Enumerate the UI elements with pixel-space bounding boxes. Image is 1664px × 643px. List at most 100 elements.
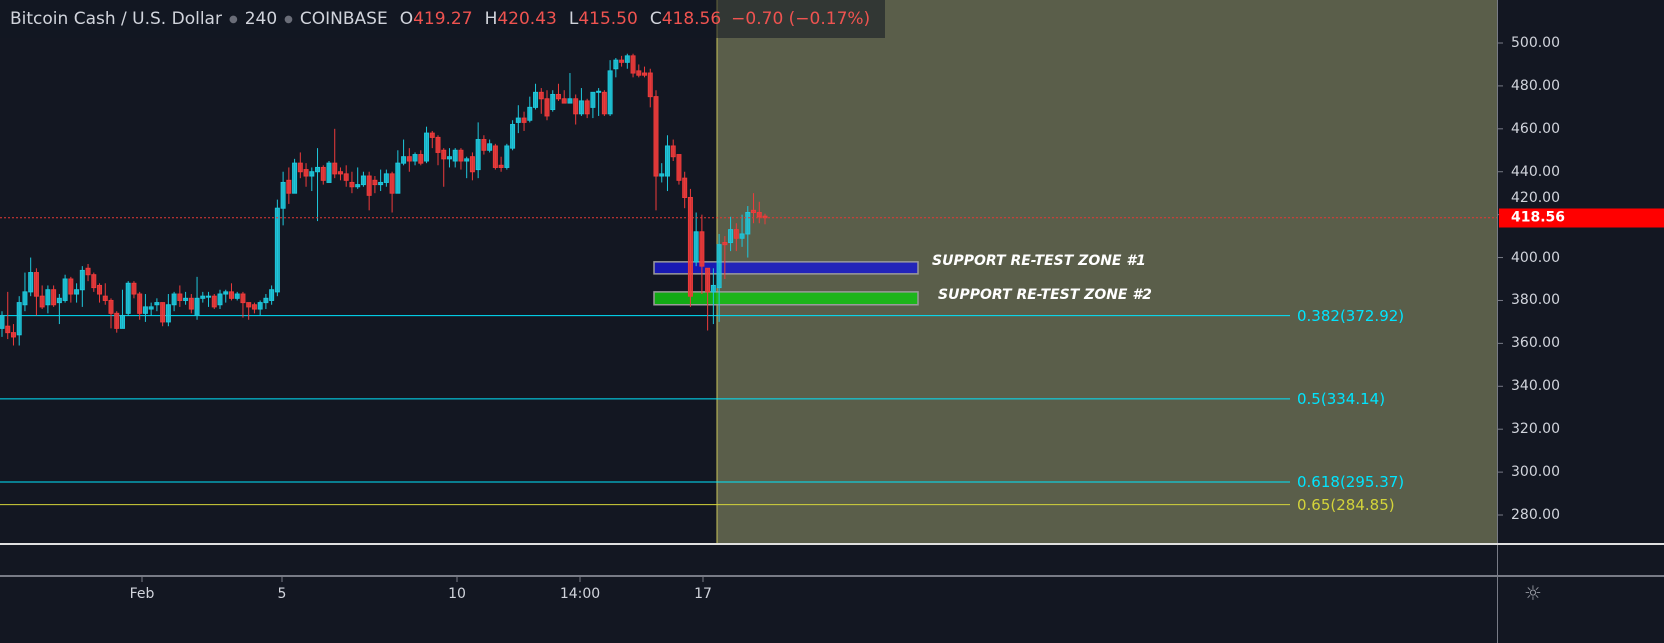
candle (687, 188, 693, 307)
candle-body (624, 55, 630, 63)
candle-body (716, 244, 722, 289)
candle (561, 90, 567, 104)
candle (137, 291, 143, 320)
candle (481, 135, 487, 155)
candle-body (429, 132, 435, 138)
candle (676, 154, 682, 185)
candle (739, 214, 745, 247)
time-tick-label: 17 (694, 586, 712, 602)
close-value: 418.56 (661, 9, 722, 29)
candle (183, 291, 189, 305)
zone-2-label[interactable]: SUPPORT RE-TEST ZONE #2 (938, 287, 1152, 303)
candle (309, 167, 315, 192)
candle-body (108, 299, 114, 314)
high-key: H (484, 9, 498, 29)
candle (515, 105, 521, 134)
candle (5, 291, 11, 340)
candle (33, 268, 39, 316)
candle (492, 143, 498, 170)
candle-body (154, 302, 160, 306)
candle-body (567, 98, 573, 104)
candle-body (527, 106, 533, 121)
candle-body (510, 124, 516, 149)
price-tick-label: 460.00 (1511, 120, 1560, 137)
candle (22, 272, 28, 312)
candle-body (183, 297, 189, 301)
candle-body (745, 211, 751, 235)
candle-body (280, 181, 286, 209)
support-zone-rect[interactable] (653, 291, 919, 306)
candle (682, 171, 688, 209)
candle-body (171, 293, 177, 306)
candle (16, 296, 22, 346)
candle-body (332, 162, 338, 175)
candle (630, 53, 636, 78)
candle-body (79, 269, 85, 291)
candle-body (395, 162, 401, 194)
candle (10, 324, 16, 346)
candle-body (274, 207, 280, 293)
candle (68, 276, 74, 303)
candle (670, 139, 676, 162)
candle (716, 233, 722, 322)
candle-body (39, 295, 45, 308)
candle (533, 83, 539, 110)
support-zone-rect[interactable] (653, 261, 919, 275)
candle-body (458, 149, 464, 162)
candle (97, 283, 103, 303)
candle-body (33, 272, 39, 297)
candle (332, 128, 338, 179)
candle-body (533, 91, 539, 108)
candle (544, 90, 550, 121)
candle (693, 212, 699, 267)
candle-body (68, 278, 74, 295)
candle (555, 83, 561, 101)
time-tick-label: 10 (448, 586, 466, 602)
candle-body (188, 297, 194, 310)
candle (653, 90, 659, 211)
candle-body (561, 98, 567, 104)
candle-body (200, 295, 206, 299)
candle-body (263, 297, 269, 304)
candle-body (699, 231, 705, 267)
candle (234, 291, 240, 301)
separator-dot: ● (228, 13, 238, 25)
symbol-name[interactable]: Bitcoin Cash / U.S. Dollar (10, 9, 222, 29)
candle-body (739, 233, 745, 239)
candle-body (131, 282, 137, 295)
candle-body (578, 100, 584, 115)
candle-body (710, 284, 716, 293)
interval[interactable]: 240 (244, 9, 278, 29)
candle (119, 289, 125, 329)
candle-body (653, 96, 659, 177)
candle-body (137, 293, 143, 314)
candle (343, 165, 349, 187)
candle-body (676, 154, 682, 181)
candle (51, 285, 57, 307)
gear-icon[interactable]: ☼ (1524, 581, 1542, 605)
candle (504, 143, 510, 170)
candle-body (97, 284, 103, 295)
time-tick-label: Feb (129, 586, 155, 602)
candle-body (160, 302, 166, 323)
candle (206, 291, 212, 307)
candle (733, 223, 739, 252)
candle-body (733, 229, 739, 239)
fibonacci-retracement[interactable] (0, 315, 1290, 506)
candle-body (464, 158, 470, 162)
candle (246, 302, 252, 320)
candle-body (550, 93, 556, 111)
candle-body (194, 297, 200, 316)
candle (538, 88, 544, 114)
candle (446, 148, 452, 168)
candle-body (257, 302, 263, 310)
candle-body (246, 302, 252, 308)
candle (659, 163, 665, 183)
candle (728, 216, 734, 252)
zone-1-label[interactable]: SUPPORT RE-TEST ZONE #1 (932, 253, 1146, 269)
candle (0, 311, 5, 337)
fib-level-label: 0.65(284.85) (1297, 495, 1395, 514)
candle (142, 294, 148, 322)
candle (412, 152, 418, 166)
